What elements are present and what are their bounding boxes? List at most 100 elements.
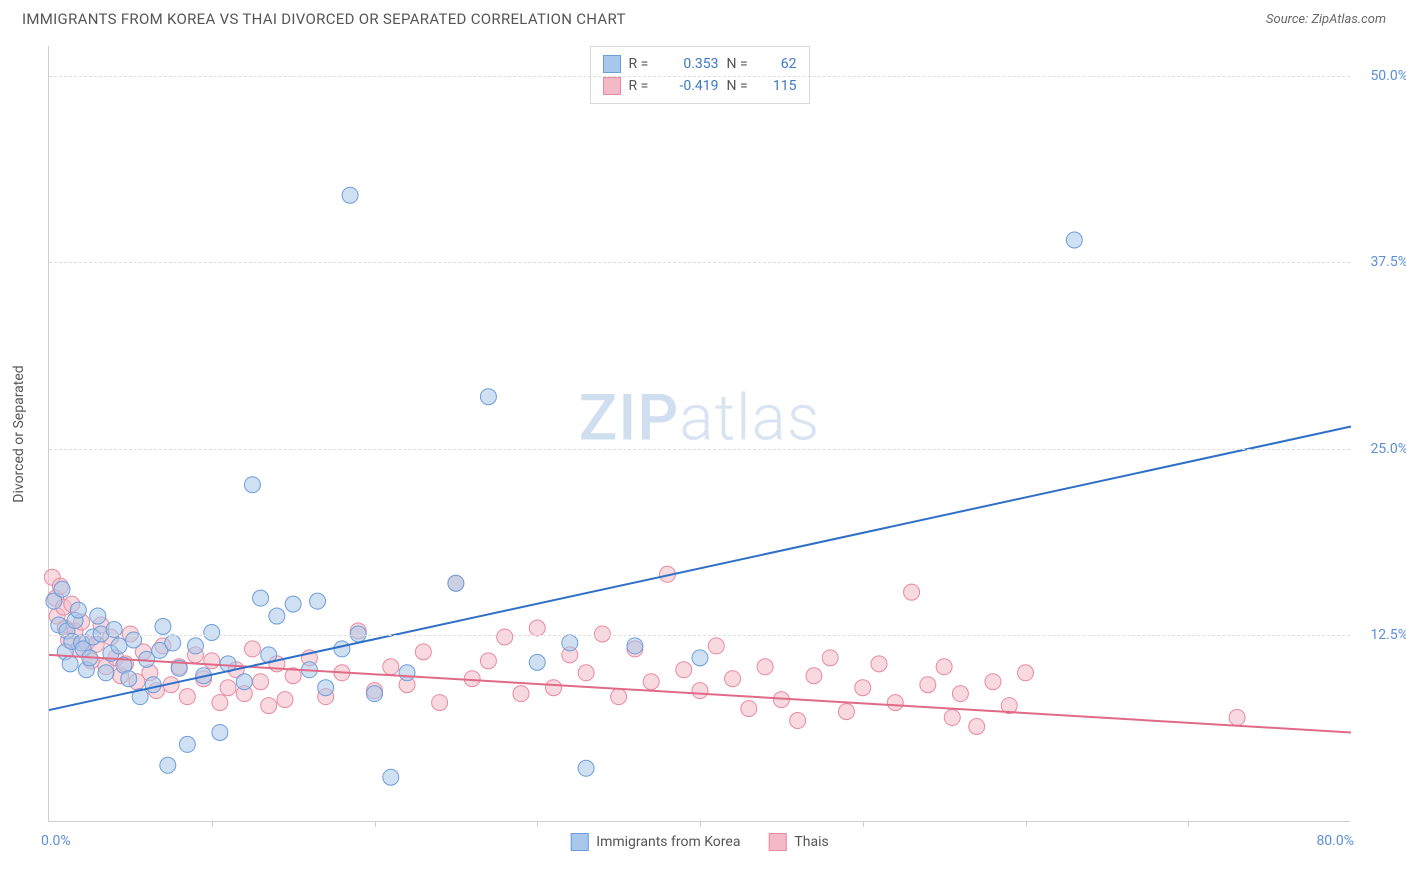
thai-point: [415, 644, 431, 660]
thai-point: [383, 659, 399, 675]
korea-point: [627, 638, 643, 654]
n-label: N =: [727, 75, 755, 97]
plot-svg: [49, 46, 1351, 822]
korea-point: [310, 593, 326, 609]
korea-point: [244, 477, 260, 493]
chart-header: IMMIGRANTS FROM KOREA VS THAI DIVORCED O…: [0, 0, 1406, 36]
korea-point: [212, 724, 228, 740]
korea-point: [70, 602, 86, 618]
korea-point: [155, 619, 171, 635]
r-label: R =: [629, 53, 657, 75]
chart-source: Source: ZipAtlas.com: [1266, 12, 1386, 27]
korea-swatch: [603, 55, 621, 73]
thai-point: [497, 629, 513, 645]
thai-point: [920, 677, 936, 693]
korea-point: [269, 608, 285, 624]
korea-point: [334, 641, 350, 657]
korea-swatch: [570, 833, 588, 851]
thai-point: [1229, 710, 1245, 726]
legend-stats-row: R =-0.419N =115: [603, 75, 797, 97]
thai-point: [757, 659, 773, 675]
thai-point: [212, 695, 228, 711]
y-tick-label: 12.5%: [1370, 627, 1406, 643]
thai-swatch: [768, 833, 786, 851]
thai-point: [546, 680, 562, 696]
legend-series-label: Thais: [794, 834, 828, 850]
y-tick-label: 50.0%: [1370, 68, 1406, 84]
korea-point: [562, 635, 578, 651]
thai-point: [855, 680, 871, 696]
korea-point: [121, 671, 137, 687]
thai-point: [529, 620, 545, 636]
legend-series-label: Immigrants from Korea: [596, 834, 740, 850]
thai-point: [179, 689, 195, 705]
korea-point: [480, 389, 496, 405]
thai-point: [944, 710, 960, 726]
korea-point: [179, 736, 195, 752]
korea-point: [160, 757, 176, 773]
thai-point: [244, 641, 260, 657]
korea-point: [318, 680, 334, 696]
korea-point: [98, 665, 114, 681]
x-tick: [1026, 821, 1027, 827]
korea-point: [692, 650, 708, 666]
r-label: R =: [629, 75, 657, 97]
thai-point: [790, 713, 806, 729]
chart-title: IMMIGRANTS FROM KOREA VS THAI DIVORCED O…: [22, 10, 626, 28]
thai-point: [464, 671, 480, 687]
korea-point: [399, 665, 415, 681]
korea-point: [1066, 232, 1082, 248]
thai-point: [220, 680, 236, 696]
thai-point: [985, 674, 1001, 690]
y-tick-label: 25.0%: [1370, 441, 1406, 457]
x-tick: [537, 821, 538, 827]
thai-point: [261, 698, 277, 714]
thai-point: [904, 584, 920, 600]
legend-stats-row: R =0.353N =62: [603, 53, 797, 75]
korea-point: [187, 638, 203, 654]
thai-point: [578, 665, 594, 681]
legend-series: Immigrants from Korea Thais: [570, 833, 828, 851]
gridline: [49, 449, 1350, 450]
thai-point: [708, 638, 724, 654]
y-axis-title: Divorced or Separated: [11, 365, 27, 502]
thai-point: [480, 653, 496, 669]
korea-point: [383, 769, 399, 785]
thai-point: [952, 686, 968, 702]
gridline: [49, 262, 1350, 263]
thai-point: [806, 668, 822, 684]
korea-point: [62, 656, 78, 672]
korea-point: [54, 581, 70, 597]
thai-point: [725, 671, 741, 687]
legend-series-item: Thais: [768, 833, 828, 851]
thai-swatch: [603, 77, 621, 95]
korea-point: [236, 674, 252, 690]
thai-point: [611, 689, 627, 705]
x-tick: [212, 821, 213, 827]
thai-point: [277, 692, 293, 708]
legend-series-item: Immigrants from Korea: [570, 833, 740, 851]
x-axis-max-label: 80.0%: [1316, 833, 1354, 849]
korea-point: [126, 632, 142, 648]
thai-point: [969, 718, 985, 734]
thai-point: [692, 683, 708, 699]
n-value: 62: [763, 53, 797, 75]
plot-container: ZIPatlas R =0.353N =62R =-0.419N =115 Di…: [48, 46, 1350, 822]
n-label: N =: [727, 53, 755, 75]
thai-point: [871, 656, 887, 672]
korea-point: [285, 596, 301, 612]
thai-point: [822, 650, 838, 666]
korea-point: [111, 638, 127, 654]
thai-point: [204, 653, 220, 669]
korea-point: [165, 635, 181, 651]
y-tick-label: 37.5%: [1370, 254, 1406, 270]
r-value: -0.419: [665, 75, 719, 97]
x-axis-min-label: 0.0%: [41, 833, 71, 849]
korea-point: [578, 760, 594, 776]
source-name: ZipAtlas.com: [1311, 12, 1386, 27]
thai-point: [253, 674, 269, 690]
thai-point: [432, 695, 448, 711]
korea-point: [145, 677, 161, 693]
korea-point: [253, 590, 269, 606]
source-prefix: Source:: [1266, 12, 1311, 27]
